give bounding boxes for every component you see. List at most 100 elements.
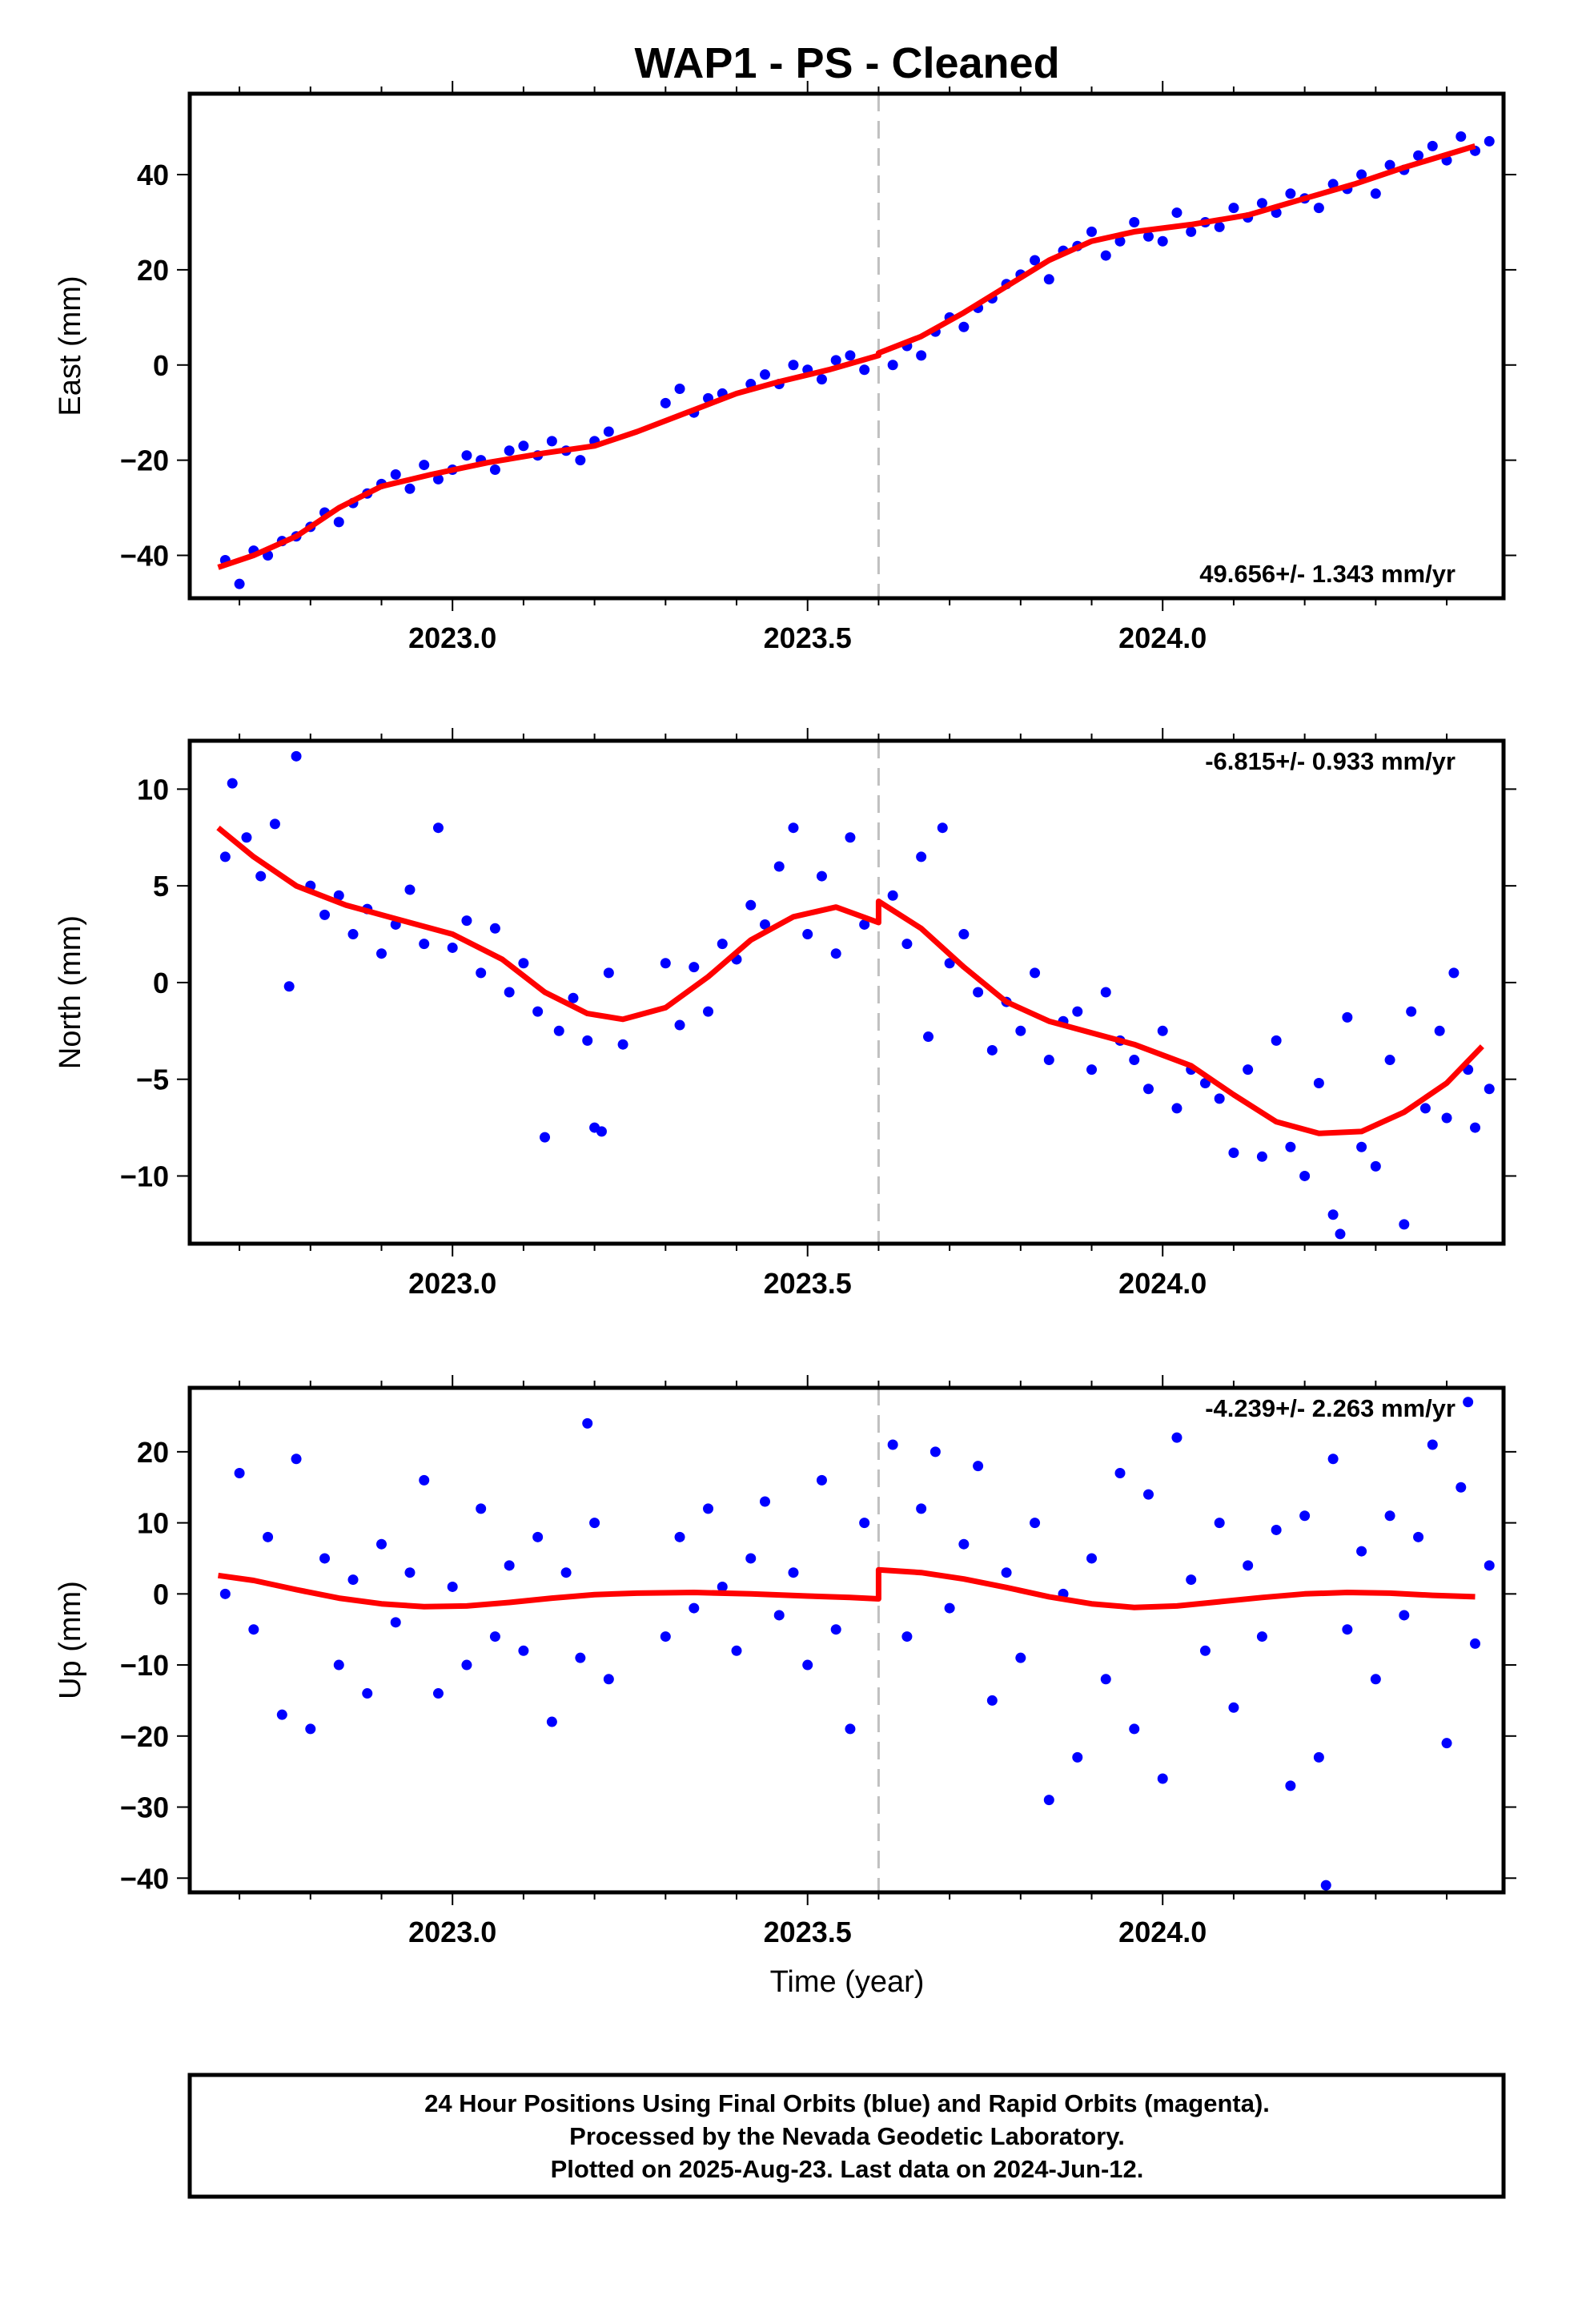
y-tick-label: −40	[120, 1862, 169, 1895]
data-point	[1256, 1631, 1267, 1642]
data-point	[887, 1439, 898, 1450]
data-point	[1356, 1141, 1367, 1152]
data-point	[887, 360, 898, 371]
y-tick-label: 0	[153, 967, 169, 999]
data-point	[390, 468, 401, 480]
data-point	[255, 870, 267, 882]
data-point	[1086, 1064, 1098, 1076]
data-point	[504, 987, 515, 998]
data-point	[219, 1588, 231, 1599]
data-point	[1043, 1795, 1054, 1806]
data-point	[546, 1716, 557, 1727]
data-point	[1072, 1751, 1083, 1763]
data-point	[944, 1602, 955, 1614]
data-point	[241, 832, 252, 843]
data-point	[816, 1474, 827, 1486]
data-point	[1427, 140, 1438, 151]
data-point	[1086, 1553, 1098, 1564]
data-point	[575, 455, 586, 466]
data-point	[419, 939, 430, 950]
data-point	[1100, 1674, 1111, 1685]
x-tick-label: 2024.0	[1118, 621, 1207, 654]
data-point	[1441, 1738, 1452, 1749]
data-point	[1327, 1454, 1339, 1465]
data-point	[603, 1674, 614, 1685]
data-point	[390, 1617, 401, 1628]
data-point	[660, 397, 671, 408]
x-axis-label: Time (year)	[770, 1965, 925, 1999]
data-point	[1142, 231, 1154, 242]
data-point	[1370, 1160, 1381, 1172]
data-point	[234, 578, 245, 589]
data-point	[603, 426, 614, 437]
data-point	[1370, 1674, 1381, 1685]
data-point	[476, 1503, 487, 1514]
y-tick-label: −10	[120, 1160, 169, 1192]
data-point	[1043, 1055, 1054, 1066]
y-tick-label: −10	[120, 1649, 169, 1682]
model-curve	[216, 825, 1484, 1136]
plot-frame	[187, 91, 1506, 601]
data-point	[1441, 1112, 1452, 1124]
data-point	[1129, 1055, 1140, 1066]
x-tick-label: 2023.0	[408, 1267, 496, 1300]
data-point	[1484, 135, 1495, 147]
y-tick-label: 20	[137, 254, 169, 287]
x-tick-label: 2024.0	[1118, 1916, 1207, 1948]
data-point	[461, 915, 472, 927]
data-point	[489, 923, 500, 934]
data-point	[582, 1417, 593, 1429]
data-point	[973, 987, 984, 998]
data-point	[432, 473, 444, 485]
data-point	[1313, 1751, 1324, 1763]
data-point	[1448, 967, 1460, 979]
data-point	[660, 958, 671, 969]
data-point	[568, 992, 579, 1003]
rate-label: -6.815+/- 0.933 mm/yr	[1205, 747, 1456, 775]
y-tick-label: −40	[120, 540, 169, 573]
data-point	[1470, 1638, 1481, 1649]
data-point	[518, 958, 529, 969]
data-point	[1271, 1524, 1282, 1535]
data-point	[717, 939, 728, 950]
footer-line-3: Plotted on 2025-Aug-23. Last data on 202…	[551, 2155, 1144, 2183]
y-axis-label: North (mm)	[54, 915, 87, 1069]
data-point	[532, 1006, 544, 1017]
data-point	[1370, 188, 1381, 199]
data-point	[1456, 1482, 1467, 1493]
data-point	[745, 1553, 757, 1564]
data-point	[916, 350, 927, 361]
data-point	[1285, 188, 1296, 199]
y-axis-label: East (mm)	[54, 275, 87, 416]
data-point	[958, 321, 970, 332]
data-point	[419, 460, 430, 471]
data-point	[504, 1560, 515, 1571]
data-point	[532, 1531, 544, 1542]
y-tick-label: −5	[136, 1063, 169, 1096]
data-point	[617, 1039, 628, 1050]
data-point	[1335, 1228, 1346, 1240]
data-point	[419, 1474, 430, 1486]
figure-title: WAP1 - PS - Cleaned	[634, 39, 1059, 87]
data-point	[1015, 1025, 1026, 1036]
data-point	[553, 1025, 564, 1036]
data-point	[773, 861, 785, 872]
data-point	[1356, 169, 1367, 180]
data-point	[1214, 1518, 1225, 1529]
data-point	[830, 948, 841, 959]
data-point	[1313, 1078, 1324, 1089]
data-point	[1228, 1702, 1239, 1713]
x-tick-label: 2024.0	[1118, 1267, 1207, 1300]
data-point	[603, 967, 614, 979]
data-point	[1413, 150, 1424, 161]
data-point	[930, 1446, 941, 1458]
data-point	[958, 1538, 970, 1550]
data-point	[263, 1531, 274, 1542]
data-point	[703, 1006, 714, 1017]
model-curve	[218, 1566, 1476, 1610]
data-point	[1129, 216, 1140, 227]
data-point	[1356, 1546, 1367, 1557]
data-point	[1271, 1035, 1282, 1046]
data-point	[560, 1567, 572, 1578]
